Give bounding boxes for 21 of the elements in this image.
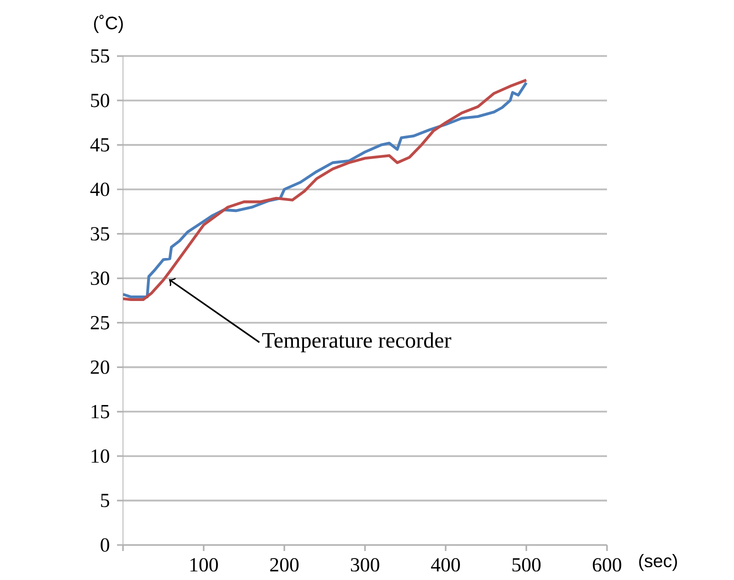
x-tick-label: 400 — [431, 558, 460, 572]
x-axis-title: (sec) — [639, 554, 677, 571]
y-tick-label: 45 — [90, 138, 110, 152]
y-tick-label: 30 — [90, 272, 110, 286]
x-tick-label: 100 — [190, 558, 218, 572]
x-tick-label: 600 — [592, 558, 622, 572]
x-tick-label: 300 — [350, 558, 380, 572]
y-tick-label: 5 — [101, 494, 110, 508]
y-tick-label: 25 — [90, 316, 110, 330]
y-tick-label: 20 — [90, 360, 110, 374]
y-tick-label: 15 — [92, 404, 110, 418]
x-tick-label: 200 — [270, 558, 299, 572]
y-tick-label: 35 — [90, 227, 110, 241]
y-tick-label: 50 — [91, 94, 110, 108]
y-tick-label: 0 — [100, 538, 110, 552]
y-tick-label: 55 — [91, 49, 110, 63]
y-axis-title: (˚C) — [94, 14, 123, 33]
annotation: Temperature recorder — [262, 332, 452, 352]
y-tick-label: 40 — [90, 182, 110, 196]
x-tick-label: 500 — [512, 558, 541, 572]
y-tick-label: 10 — [92, 449, 110, 463]
